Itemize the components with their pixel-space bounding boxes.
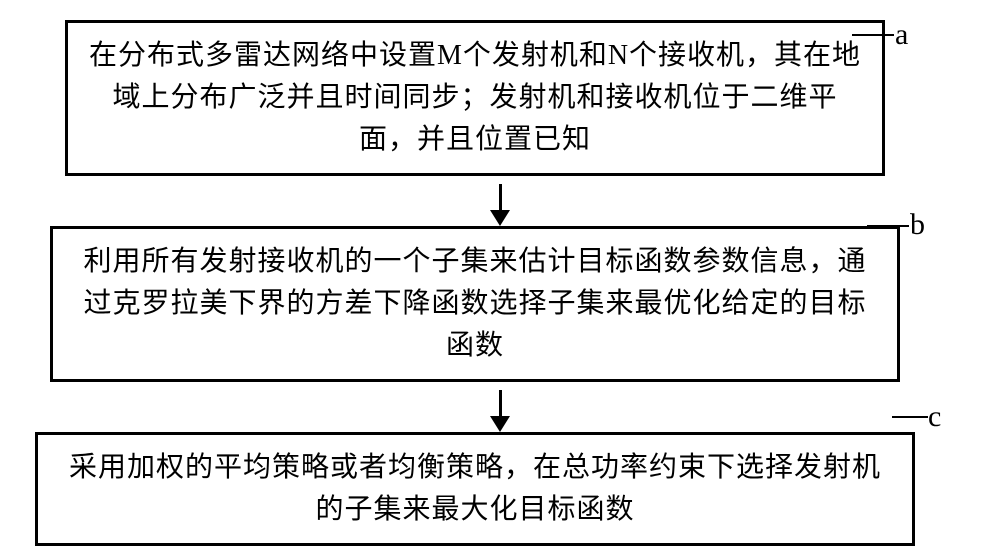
arrow-a-to-b [50, 176, 950, 226]
arrow-b-to-c [50, 382, 950, 432]
box-a-text: 在分布式多雷达网络中设置M个发射机和N个接收机，其在地域上分布广泛并且时间同步；… [86, 35, 864, 161]
box-c-text: 采用加权的平均策略或者均衡策略，在总功率约束下选择发射机的子集来最大化目标函数 [56, 447, 894, 531]
connector-b [867, 225, 909, 227]
flowchart-box-c: 采用加权的平均策略或者均衡策略，在总功率约束下选择发射机的子集来最大化目标函数 [35, 432, 915, 546]
connector-a [852, 34, 894, 36]
flowchart-box-b: 利用所有发射接收机的一个子集来估计目标函数参数信息，通过克罗拉美下界的方差下降函… [50, 226, 900, 382]
label-c: c [928, 400, 941, 434]
arrow-head-icon [490, 210, 510, 226]
box-b-text: 利用所有发射接收机的一个子集来估计目标函数参数信息，通过克罗拉美下界的方差下降函… [71, 241, 879, 367]
arrow-head-icon [490, 416, 510, 432]
flowchart-container: 在分布式多雷达网络中设置M个发射机和N个接收机，其在地域上分布广泛并且时间同步；… [50, 20, 950, 546]
label-a: a [895, 18, 908, 52]
connector-c [892, 416, 928, 418]
label-b: b [910, 208, 925, 242]
flowchart-box-a: 在分布式多雷达网络中设置M个发射机和N个接收机，其在地域上分布广泛并且时间同步；… [65, 20, 885, 176]
